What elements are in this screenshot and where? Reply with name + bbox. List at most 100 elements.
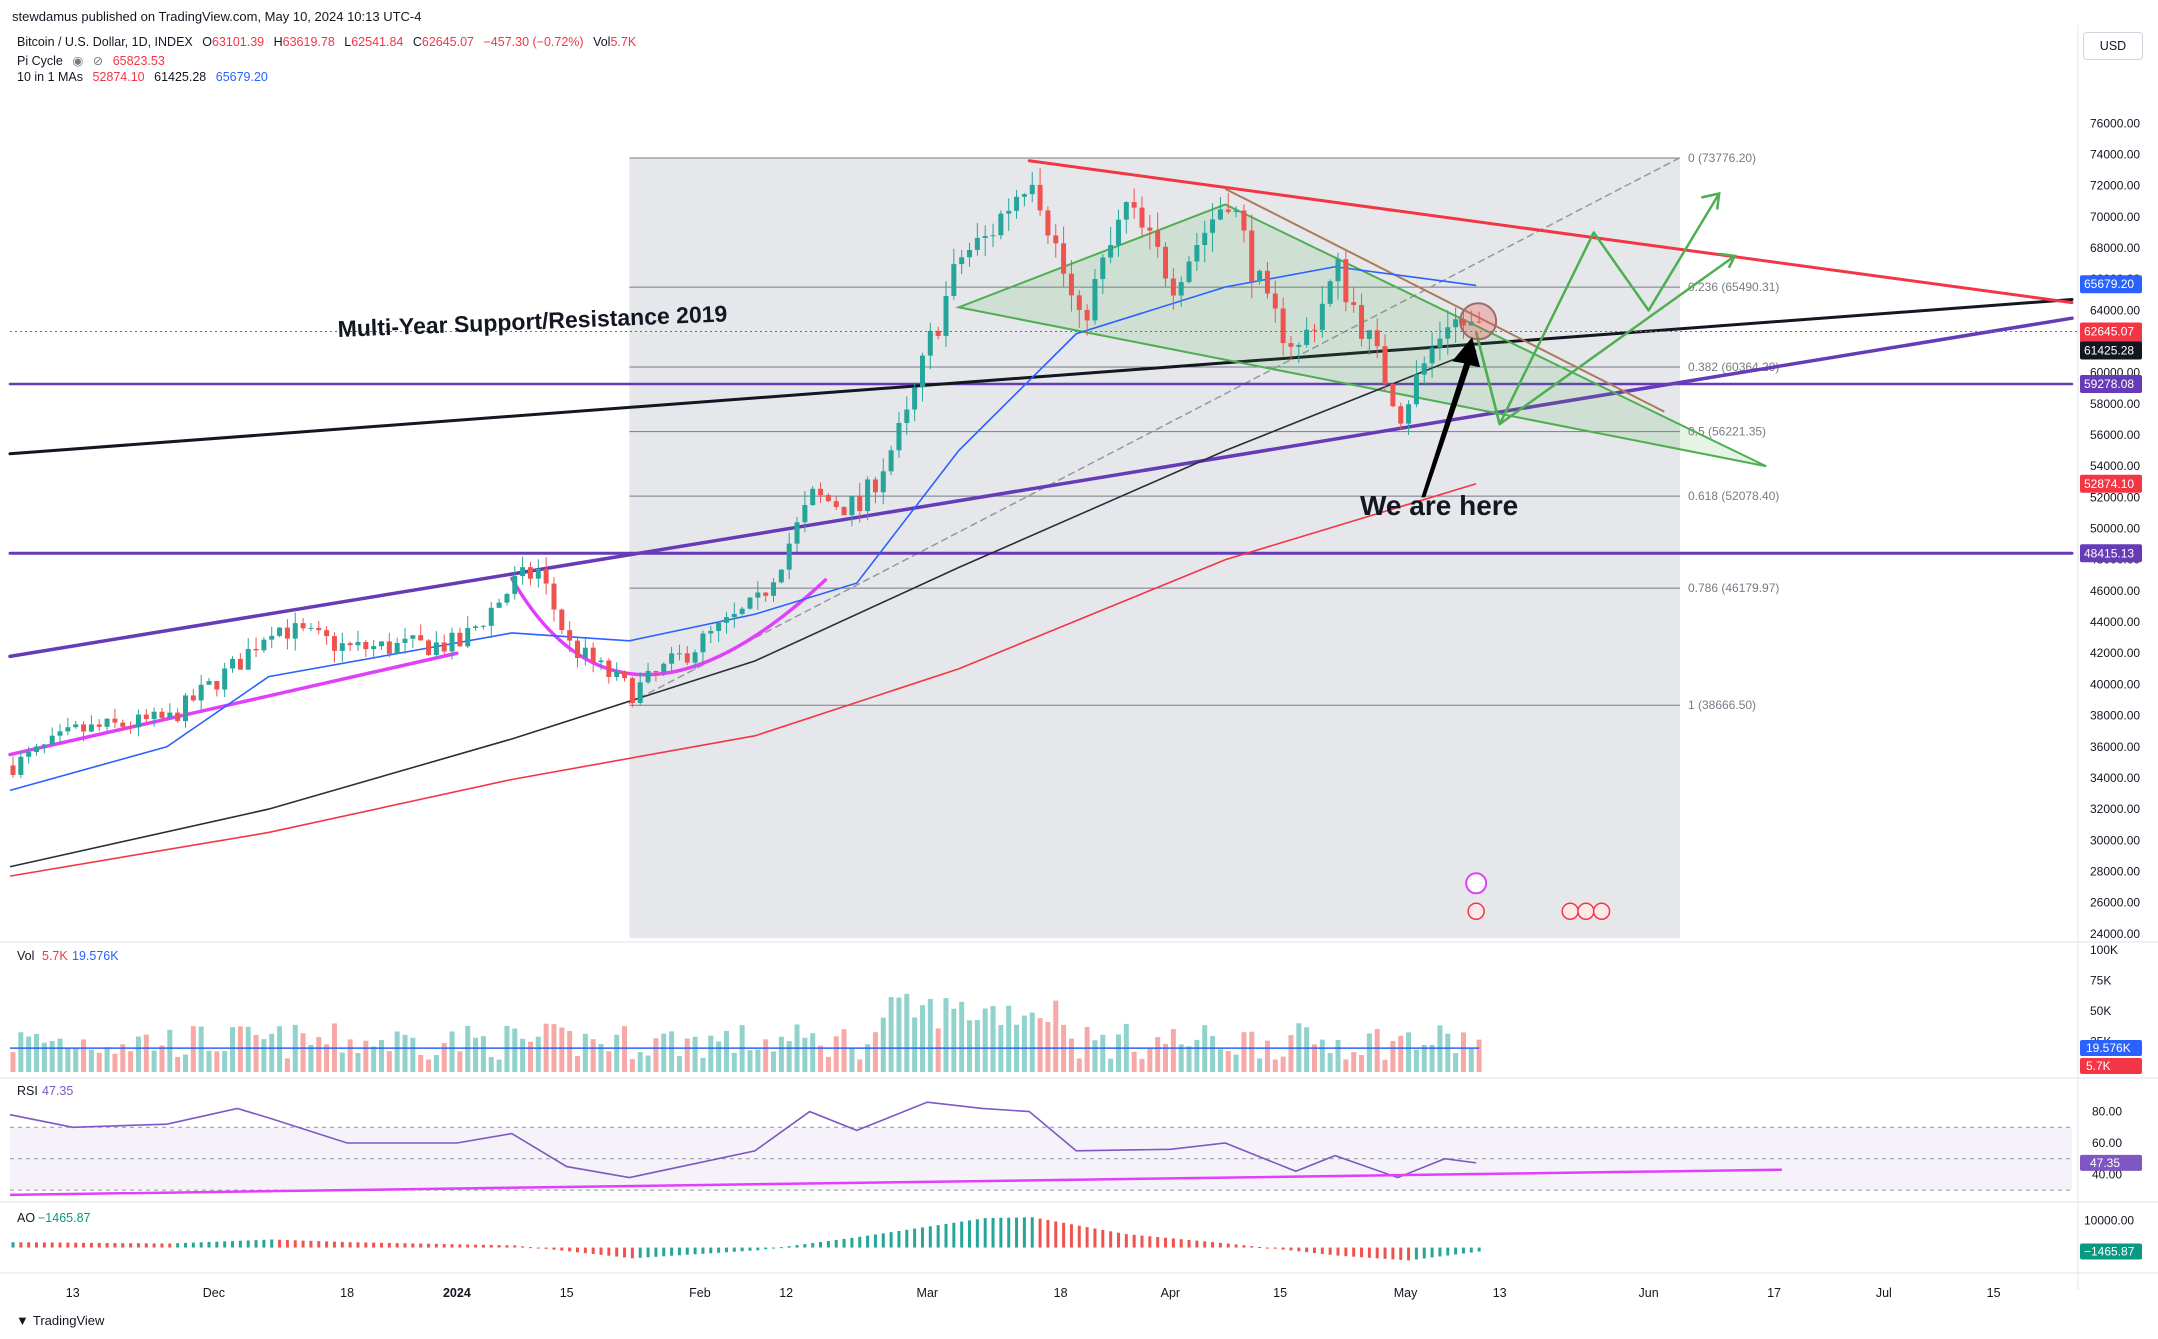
arrow-head-up <box>1701 191 1721 210</box>
candle <box>1163 246 1169 279</box>
currency-button[interactable]: USD <box>2083 32 2143 60</box>
candle <box>316 627 322 631</box>
candle <box>206 680 212 685</box>
candle <box>371 646 377 650</box>
ao-bar <box>1375 1247 1379 1259</box>
candle <box>386 641 392 654</box>
candle <box>1155 230 1161 247</box>
symbol-legend[interactable]: Bitcoin / U.S. Dollar, 1D, INDEX O63101.… <box>17 35 636 49</box>
candle <box>763 592 769 596</box>
candle <box>825 495 831 502</box>
candle <box>143 714 149 720</box>
ao-bar <box>795 1245 799 1248</box>
eye-icon[interactable]: ◉ <box>72 54 84 68</box>
candle <box>1390 383 1396 407</box>
candle <box>1045 210 1051 236</box>
candle <box>1029 184 1035 195</box>
candle <box>692 652 698 663</box>
price-tick-label: 40000.00 <box>2090 677 2140 691</box>
candle <box>1319 303 1325 330</box>
brand-name: TradingView <box>32 1313 105 1328</box>
candle <box>1123 202 1129 220</box>
volume-bar <box>935 1028 941 1072</box>
rsi-line <box>9 1101 1477 1179</box>
ao-bar <box>748 1247 752 1251</box>
ao-bar <box>11 1242 15 1248</box>
ao-bar <box>1093 1228 1097 1248</box>
volume-bar <box>1186 1046 1192 1072</box>
candle <box>1437 338 1443 348</box>
ao-bar <box>732 1247 736 1252</box>
volume-bar <box>825 1056 831 1072</box>
ao-bar <box>905 1229 909 1248</box>
price-axis: 76000.00 74000.00 72000.00 70000.00 68000.00… <box>2080 116 2142 941</box>
candle <box>1429 347 1435 364</box>
ma-legend[interactable]: 10 in 1 MAs 52874.10 61425.28 65679.20 <box>17 70 268 84</box>
candle <box>872 479 878 493</box>
ao-bar <box>1242 1245 1246 1248</box>
volume-bar <box>1351 1052 1357 1072</box>
pi-cycle-legend[interactable]: Pi Cycle ◉ ⊘ 65823.53 <box>17 53 165 68</box>
time-tick-label: 13 <box>66 1286 80 1300</box>
pi-cycle-label: Pi Cycle <box>17 54 63 68</box>
volume-bar <box>88 1049 94 1072</box>
volume-bar <box>778 1036 784 1072</box>
fib-level-label: 0.5 (56221.35) <box>1688 425 1766 439</box>
ao-bar <box>450 1244 454 1248</box>
ao-bar <box>1273 1247 1277 1249</box>
candle <box>457 632 463 647</box>
hidden-icon[interactable]: ⊘ <box>92 54 104 68</box>
time-tick-label: Jun <box>1639 1286 1659 1300</box>
ao-bar <box>1022 1217 1026 1248</box>
volume-bar <box>1092 1040 1098 1072</box>
ao-bar <box>215 1241 219 1248</box>
volume-bar <box>598 1043 604 1072</box>
volume-bar <box>49 1041 55 1072</box>
volume-bar <box>865 1044 871 1072</box>
candle <box>300 623 306 629</box>
volume-bar <box>520 1038 526 1072</box>
ao-bar <box>842 1238 846 1248</box>
ao-bar <box>191 1242 195 1248</box>
ao-bar <box>1430 1247 1434 1258</box>
volume-bar <box>347 1039 353 1072</box>
ao-bar <box>1422 1247 1426 1259</box>
time-tick-label: 15 <box>560 1286 574 1300</box>
candle <box>159 711 165 718</box>
ao-bar <box>1116 1232 1120 1248</box>
ao-bar <box>670 1247 674 1256</box>
ao-bar <box>1336 1247 1340 1256</box>
candle <box>480 625 486 627</box>
open-label: O <box>202 35 212 49</box>
volume-bar <box>1476 1039 1482 1072</box>
ao-bar <box>1399 1247 1403 1260</box>
candle <box>433 642 439 655</box>
time-tick-label: 18 <box>340 1286 354 1300</box>
ao-bar <box>466 1244 470 1248</box>
time-tick-label: Feb <box>689 1286 711 1300</box>
ao-bar <box>105 1243 109 1248</box>
volume-bar <box>214 1051 220 1072</box>
candle <box>959 257 965 265</box>
volume-bar <box>1115 1034 1121 1072</box>
event-markers <box>1465 872 1611 921</box>
volume-bar <box>1131 1051 1137 1072</box>
candle <box>269 635 275 640</box>
ao-bar <box>811 1243 815 1248</box>
candle <box>606 660 612 678</box>
ao-bar <box>1156 1237 1160 1248</box>
volume-bar <box>128 1051 134 1072</box>
time-tick-label: 13 <box>1493 1286 1507 1300</box>
ao-bar <box>701 1247 705 1254</box>
moving-average-line <box>9 265 1477 792</box>
ao-bar <box>293 1240 297 1248</box>
candle <box>10 765 16 775</box>
candle <box>182 695 188 722</box>
ao-bar <box>1211 1242 1215 1248</box>
volume-bar <box>629 1059 635 1072</box>
ao-bar <box>709 1247 713 1254</box>
candle <box>1068 273 1074 296</box>
volume-bar <box>1288 1035 1294 1072</box>
ao-bar <box>1109 1231 1113 1248</box>
